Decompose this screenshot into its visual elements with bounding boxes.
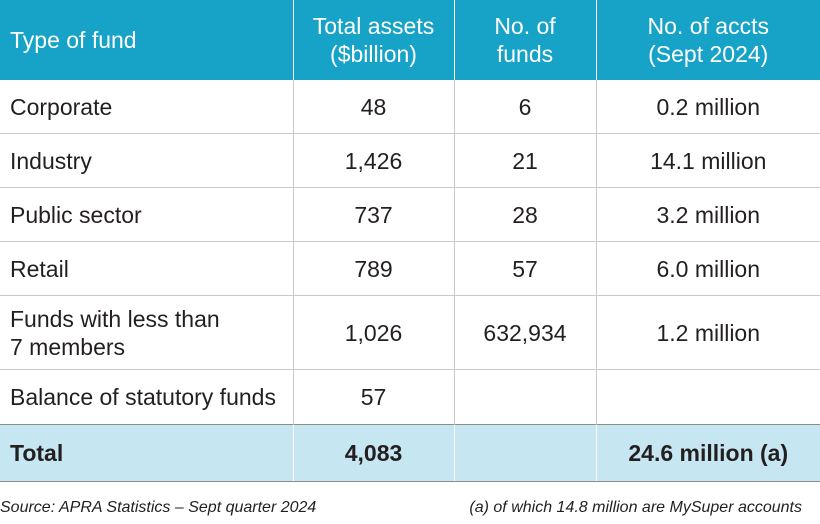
table-header-row: Type of fund Total assets ($billion) No.… (0, 0, 820, 80)
fund-type-cell: Public sector (0, 187, 293, 242)
no-of-accounts-cell (595, 369, 820, 425)
fund-type-cell: Corporate (0, 80, 293, 134)
no-of-funds-cell: 6 (453, 80, 596, 134)
fund-type-cell: Industry (0, 133, 293, 188)
no-of-funds-cell: 57 (453, 241, 596, 296)
header-total-assets-line2: ($billion) (330, 41, 417, 67)
no-of-accounts-cell: 3.2 million (595, 187, 820, 242)
total-assets-cell: 1,026 (292, 295, 454, 370)
no-of-funds-cell (453, 369, 596, 425)
table-row: Balance of statutory funds 57 (0, 369, 820, 425)
total-row: Total 4,083 24.6 million (a) (0, 424, 820, 482)
table-row: Funds with less than 7 members 1,026 632… (0, 295, 820, 370)
total-assets-cell: 57 (292, 369, 454, 425)
header-no-of-funds: No. of funds (453, 0, 596, 80)
table-footer: Source: APRA Statistics – Sept quarter 2… (0, 497, 820, 521)
fund-type-cell: Funds with less than 7 members (0, 295, 293, 370)
table-row: Public sector 737 28 3.2 million (0, 187, 820, 242)
fund-type-cell: Retail (0, 241, 293, 296)
total-funds-value (453, 424, 596, 482)
header-no-of-accounts: No. of accts (Sept 2024) (595, 0, 820, 80)
total-label: Total (0, 424, 293, 482)
no-of-funds-cell: 632,934 (453, 295, 596, 370)
header-total-assets-line1: Total assets (312, 13, 435, 39)
fund-type-cell: Balance of statutory funds (10, 384, 276, 410)
header-no-of-funds-line2: funds (496, 41, 554, 67)
header-no-of-accounts-line1: No. of accts (647, 13, 769, 39)
header-total-assets: Total assets ($billion) (292, 0, 454, 80)
table-row: Corporate 48 6 0.2 million (0, 80, 820, 134)
footnote-a: (a) of which 14.8 million are MySuper ac… (469, 499, 802, 516)
header-type-of-fund: Type of fund (0, 0, 293, 80)
total-assets-value: 4,083 (292, 424, 454, 482)
total-assets-cell: 48 (292, 80, 454, 134)
no-of-funds-cell: 28 (453, 187, 596, 242)
fund-type-line2: 7 members (10, 333, 126, 360)
no-of-accounts-cell: 6.0 million (595, 241, 820, 296)
no-of-accounts-cell: 1.2 million (595, 295, 820, 370)
total-accounts-value: 24.6 million (a) (595, 424, 820, 482)
table-row: Industry 1,426 21 14.1 million (0, 133, 820, 188)
total-assets-cell: 1,426 (292, 133, 454, 188)
fund-type-line1: Funds with less than (10, 305, 220, 332)
funds-table: Type of fund Total assets ($billion) No.… (0, 0, 820, 482)
table-row: Retail 789 57 6.0 million (0, 241, 820, 296)
total-assets-cell: 737 (292, 187, 454, 242)
header-no-of-funds-line1: No. of (494, 13, 556, 39)
no-of-accounts-cell: 14.1 million (595, 133, 820, 188)
no-of-accounts-cell: 0.2 million (595, 80, 820, 134)
no-of-funds-cell: 21 (453, 133, 596, 188)
total-assets-cell: 789 (292, 241, 454, 296)
source-note: Source: APRA Statistics – Sept quarter 2… (0, 499, 317, 516)
header-no-of-accounts-line2: (Sept 2024) (648, 41, 769, 67)
